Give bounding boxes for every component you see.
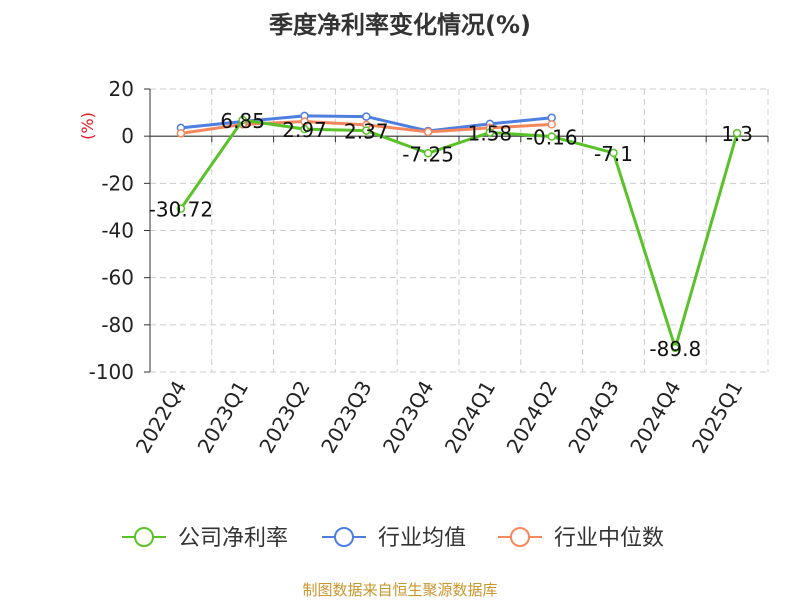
data-point [423, 127, 433, 137]
legend-label: 行业中位数 [554, 526, 664, 551]
data-point [732, 128, 742, 138]
legend-marker [134, 527, 154, 547]
data-label: 2.37 [344, 120, 389, 144]
y-tick-label: 0 [121, 124, 134, 148]
chart-title: 季度净利率变化情况(%) [269, 11, 531, 39]
data-label: -0.16 [526, 126, 578, 150]
y-tick-label: -20 [101, 171, 134, 195]
x-tick-label: 2023Q2 [254, 377, 314, 458]
x-tick-labels: 2022Q4 2023Q1 2023Q2 2023Q3 2023Q4 2024Q1 2024… [131, 376, 748, 457]
series-line [179, 118, 739, 350]
data-point [176, 204, 186, 213]
legend-marker [510, 527, 530, 547]
x-tick-label: 2025Q1 [687, 377, 747, 458]
legend-marker [334, 527, 354, 547]
data-point [238, 115, 247, 125]
data-label: -7.25 [402, 142, 454, 166]
x-tick-label: 2024Q2 [502, 377, 562, 458]
data-point [485, 128, 495, 137]
data-point [547, 132, 556, 141]
data-label: 1.58 [468, 121, 513, 145]
data-labels: -30.72 6.85 2.97 2.37 -7.25 1.58 -0.16 -7.1 -89.… [149, 109, 753, 361]
legend-label: 行业均值 [378, 526, 466, 551]
x-tick-label: 2024Q1 [440, 377, 500, 458]
x-tick-label: 2023Q1 [193, 377, 253, 458]
data-label: 2.97 [282, 118, 327, 142]
legend-label: 公司净利率 [178, 526, 288, 551]
source-note: 制图数据来自恒生聚源数据库 [302, 581, 497, 599]
data-label: -30.72 [149, 198, 213, 222]
y-tick-label: 20 [109, 77, 134, 101]
x-tick-label: 2024Q3 [563, 377, 623, 458]
y-tick-label: -40 [101, 219, 134, 243]
data-point [609, 148, 618, 158]
data-point [423, 149, 433, 158]
data-point [671, 343, 680, 353]
data-label: 6.85 [220, 109, 265, 133]
y-axis-unit-label: (%) [78, 112, 97, 140]
data-point [300, 124, 309, 134]
data-point [362, 112, 371, 121]
x-tick-label: 2023Q3 [316, 377, 376, 458]
data-point [547, 120, 556, 129]
x-tick-label: 2022Q4 [131, 377, 191, 458]
y-tick-label: -80 [101, 313, 134, 337]
y-tick-label: -100 [89, 360, 134, 384]
x-tick-label: 2024Q4 [625, 377, 685, 458]
series-lines [176, 111, 742, 353]
data-point [176, 129, 186, 138]
data-label: -7.1 [594, 142, 633, 166]
x-tick-label: 2023Q4 [378, 376, 438, 457]
data-point [362, 126, 371, 135]
data-label: -89.8 [649, 337, 701, 361]
y-tick-label: -60 [101, 266, 134, 290]
legend: 公司净利率 行业均值 行业中位数 [122, 526, 664, 551]
data-label: 1.3 [721, 122, 753, 146]
gridlines [150, 88, 769, 373]
y-tick-labels: 20 0 -20 -40 -60 -80 -100 [89, 77, 134, 384]
